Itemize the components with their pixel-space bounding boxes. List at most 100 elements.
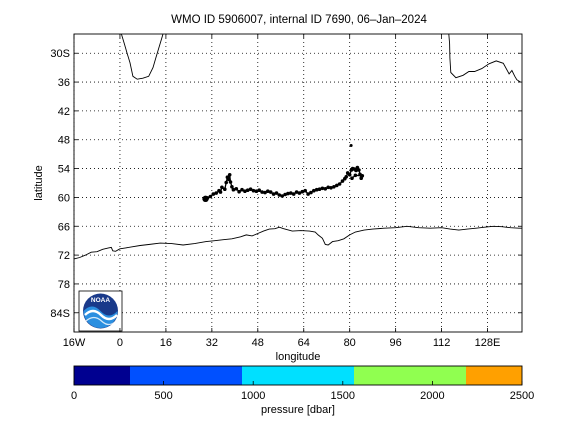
float-position-point <box>245 188 250 192</box>
float-position-point <box>326 185 331 190</box>
colorbar-tick-label: 2500 <box>510 390 534 402</box>
float-position-point <box>230 185 234 189</box>
float-start-marker <box>202 195 209 203</box>
x-tick-label: 64 <box>298 337 310 349</box>
float-position-point <box>350 176 354 180</box>
float-position-point <box>312 188 316 193</box>
float-position-point <box>277 193 282 197</box>
pressure-colorbar: 0 500 1000 1500 2000 2500 <box>71 365 534 402</box>
colorbar-band <box>130 366 242 385</box>
float-position-point <box>226 177 231 181</box>
float-position-point <box>243 189 247 193</box>
x-tick-label: 80 <box>344 337 356 349</box>
x-axis-label: longitude <box>276 351 321 363</box>
float-position-point <box>266 189 270 193</box>
y-tick-label: 48 <box>58 135 70 147</box>
coastline-antarctica <box>73 225 522 260</box>
y-axis-label: latitude <box>33 165 45 200</box>
float-position-point <box>286 191 290 196</box>
float-position-point <box>309 190 313 195</box>
colorbar-tick-label: 500 <box>154 390 172 402</box>
float-position-point <box>227 173 232 177</box>
float-position-point <box>274 191 279 195</box>
isolated-position-point <box>349 144 353 148</box>
float-position-point <box>354 168 358 173</box>
colorbar-tick-label: 0 <box>71 390 77 402</box>
colorbar-band <box>466 366 522 385</box>
float-position-point <box>211 192 216 196</box>
float-position-point <box>337 182 342 186</box>
float-position-point <box>335 183 339 188</box>
float-position-point <box>251 188 256 193</box>
float-position-point <box>214 191 218 195</box>
float-position-point <box>231 187 236 192</box>
y-tick-label: 66 <box>58 221 70 233</box>
float-position-point <box>303 188 308 193</box>
float-position-point <box>263 190 267 195</box>
float-position-point <box>257 188 262 192</box>
colorbar-tick-label: 1500 <box>331 390 355 402</box>
gridlines <box>73 34 522 332</box>
y-tick-label: 30S <box>50 48 70 60</box>
float-position-point <box>360 174 365 178</box>
x-tick-label: 32 <box>206 337 218 349</box>
float-position-point <box>271 192 276 196</box>
colorbar-frame <box>73 365 523 386</box>
float-track <box>202 144 365 203</box>
coastline-africa <box>120 33 164 80</box>
float-position-point <box>344 175 349 179</box>
float-position-point <box>224 180 228 185</box>
colorbar-band <box>74 366 130 385</box>
float-position-point <box>347 173 352 177</box>
float-position-point <box>323 187 328 191</box>
float-position-point <box>237 189 241 194</box>
y-tick-label: 60 <box>58 192 70 204</box>
coastlines <box>73 33 522 260</box>
float-position-point <box>248 187 253 191</box>
float-position-point <box>208 194 213 199</box>
float-position-point <box>353 173 358 178</box>
plot-frame <box>73 33 523 333</box>
colorbar-band <box>354 366 466 385</box>
float-position-point <box>260 190 264 194</box>
y-tick-label: 36 <box>58 77 70 89</box>
y-tick-label: 84S <box>50 308 70 320</box>
float-position-point <box>294 190 299 194</box>
float-position-point <box>280 194 285 198</box>
float-position-point <box>340 179 345 183</box>
x-tick-label: 16 <box>160 337 172 349</box>
float-position-point <box>297 191 302 195</box>
colorbar-label: pressure [dbar] <box>261 404 335 416</box>
float-position-point <box>218 190 223 194</box>
axis-ticks: 16W 0 16 32 48 64 80 96 112 128E 30S 36 42 48 54 60 66 72… <box>50 34 522 349</box>
float-position-point <box>357 168 361 172</box>
colorbar-band <box>242 366 354 385</box>
colorbar-tick-label: 1000 <box>241 390 265 402</box>
coastline-australia <box>448 33 521 83</box>
x-tick-label: 112 <box>433 337 451 349</box>
y-tick-label: 72 <box>58 250 70 262</box>
float-position-point <box>291 192 296 196</box>
noaa-logo-text: NOAA <box>91 297 110 304</box>
float-position-point <box>223 187 227 191</box>
float-position-point <box>314 187 319 192</box>
float-position-point <box>306 192 310 196</box>
float-position-point <box>320 186 325 191</box>
y-tick-label: 78 <box>58 279 70 291</box>
x-tick-label: 16W <box>63 337 86 349</box>
y-tick-label: 54 <box>58 164 70 176</box>
x-tick-label: 128E <box>475 337 501 349</box>
float-position-point <box>220 185 224 190</box>
chart-title: WMO ID 5906007, internal ID 7690, 06–Jan… <box>171 14 427 26</box>
float-position-point <box>283 192 287 197</box>
y-tick-label: 42 <box>58 106 70 118</box>
float-position-point <box>268 190 273 194</box>
float-position-point <box>329 186 333 190</box>
colorbar-tick-label: 2000 <box>420 390 444 402</box>
float-position-point <box>228 180 233 184</box>
float-position-point <box>234 187 239 191</box>
float-position-point <box>332 185 336 189</box>
float-position-point <box>289 191 293 195</box>
x-tick-label: 96 <box>390 337 402 349</box>
